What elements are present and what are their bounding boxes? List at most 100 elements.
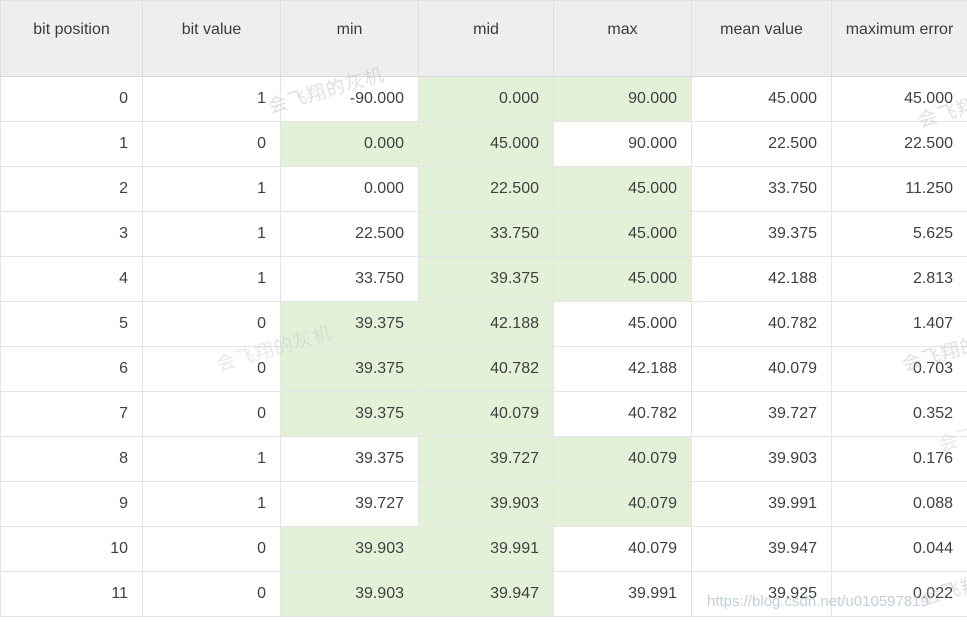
cell-mid: 39.903 (418, 481, 554, 527)
cell-maximum_error: 45.000 (831, 76, 967, 122)
cell-mean_value: 39.903 (691, 436, 832, 482)
table-row: 2 1 0.000 22.500 45.000 33.750 11.250 (0, 166, 967, 212)
cell-bit_value: 0 (142, 346, 281, 392)
cell-mid: 39.375 (418, 256, 554, 302)
cell-min: 33.750 (280, 256, 419, 302)
column-header-bit_value: bit value (142, 0, 281, 77)
cell-max: 90.000 (553, 76, 692, 122)
cell-bit_position: 11 (0, 571, 143, 617)
column-header-bit_position: bit position (0, 0, 143, 77)
cell-min: 39.727 (280, 481, 419, 527)
cell-maximum_error: 11.250 (831, 166, 967, 212)
cell-mean_value: 39.947 (691, 526, 832, 572)
cell-bit_value: 0 (142, 301, 281, 347)
cell-bit_position: 10 (0, 526, 143, 572)
cell-mid: 39.991 (418, 526, 554, 572)
cell-bit_value: 1 (142, 256, 281, 302)
cell-bit_position: 9 (0, 481, 143, 527)
cell-mid: 45.000 (418, 121, 554, 167)
table-row: 3 1 22.500 33.750 45.000 39.375 5.625 (0, 211, 967, 257)
cell-mean_value: 33.750 (691, 166, 832, 212)
cell-maximum_error: 1.407 (831, 301, 967, 347)
cell-max: 40.079 (553, 436, 692, 482)
cell-bit_position: 6 (0, 346, 143, 392)
cell-min: 39.903 (280, 526, 419, 572)
cell-bit_value: 1 (142, 211, 281, 257)
cell-min: 39.903 (280, 571, 419, 617)
table-header-row: bit position bit value min mid max mean value… (0, 0, 967, 77)
cell-max: 40.079 (553, 526, 692, 572)
table-header: bit position bit value min mid max mean value… (0, 0, 967, 77)
cell-max: 45.000 (553, 211, 692, 257)
column-header-maximum_error: maximum error (831, 0, 967, 77)
cell-bit_position: 3 (0, 211, 143, 257)
cell-maximum_error: 0.022 (831, 571, 967, 617)
cell-maximum_error: 22.500 (831, 121, 967, 167)
cell-mid: 22.500 (418, 166, 554, 212)
cell-mean_value: 39.727 (691, 391, 832, 437)
cell-bit_value: 0 (142, 526, 281, 572)
cell-max: 45.000 (553, 301, 692, 347)
cell-maximum_error: 0.088 (831, 481, 967, 527)
cell-max: 39.991 (553, 571, 692, 617)
cell-bit_value: 0 (142, 391, 281, 437)
cell-maximum_error: 0.703 (831, 346, 967, 392)
cell-maximum_error: 0.352 (831, 391, 967, 437)
table-row: 11 0 39.903 39.947 39.991 39.925 0.022 (0, 571, 967, 617)
cell-bit_value: 0 (142, 121, 281, 167)
cell-min: 0.000 (280, 121, 419, 167)
table-row: 7 0 39.375 40.079 40.782 39.727 0.352 (0, 391, 967, 437)
cell-mid: 39.727 (418, 436, 554, 482)
column-header-max: max (553, 0, 692, 77)
cell-min: 22.500 (280, 211, 419, 257)
cell-max: 45.000 (553, 166, 692, 212)
cell-max: 90.000 (553, 121, 692, 167)
cell-min: -90.000 (280, 76, 419, 122)
cell-bit_position: 4 (0, 256, 143, 302)
cell-mean_value: 22.500 (691, 121, 832, 167)
cell-max: 42.188 (553, 346, 692, 392)
cell-mean_value: 42.188 (691, 256, 832, 302)
cell-bit_position: 8 (0, 436, 143, 482)
table-row: 10 0 39.903 39.991 40.079 39.947 0.044 (0, 526, 967, 572)
table-row: 0 1 -90.000 0.000 90.000 45.000 45.000 (0, 76, 967, 122)
cell-bit_value: 0 (142, 571, 281, 617)
cell-mean_value: 39.991 (691, 481, 832, 527)
cell-mean_value: 39.375 (691, 211, 832, 257)
cell-bit_value: 1 (142, 166, 281, 212)
cell-max: 40.782 (553, 391, 692, 437)
cell-bit_value: 1 (142, 436, 281, 482)
cell-mean_value: 45.000 (691, 76, 832, 122)
cell-maximum_error: 0.176 (831, 436, 967, 482)
cell-min: 39.375 (280, 301, 419, 347)
cell-mean_value: 39.925 (691, 571, 832, 617)
table-row: 4 1 33.750 39.375 45.000 42.188 2.813 (0, 256, 967, 302)
cell-bit_position: 7 (0, 391, 143, 437)
cell-mid: 42.188 (418, 301, 554, 347)
table-row: 8 1 39.375 39.727 40.079 39.903 0.176 (0, 436, 967, 482)
column-header-mean_value: mean value (691, 0, 832, 77)
cell-mid: 40.079 (418, 391, 554, 437)
cell-min: 39.375 (280, 436, 419, 482)
cell-maximum_error: 0.044 (831, 526, 967, 572)
cell-max: 40.079 (553, 481, 692, 527)
cell-bit_position: 0 (0, 76, 143, 122)
cell-mid: 33.750 (418, 211, 554, 257)
cell-mean_value: 40.079 (691, 346, 832, 392)
table-row: 5 0 39.375 42.188 45.000 40.782 1.407 (0, 301, 967, 347)
cell-maximum_error: 5.625 (831, 211, 967, 257)
table-body: 0 1 -90.000 0.000 90.000 45.000 45.000 1 0 0.000 4… (0, 76, 967, 617)
table-row: 1 0 0.000 45.000 90.000 22.500 22.500 (0, 121, 967, 167)
cell-mean_value: 40.782 (691, 301, 832, 347)
cell-mid: 39.947 (418, 571, 554, 617)
cell-bit_value: 1 (142, 76, 281, 122)
cell-min: 39.375 (280, 391, 419, 437)
cell-bit_position: 5 (0, 301, 143, 347)
cell-mid: 0.000 (418, 76, 554, 122)
cell-maximum_error: 2.813 (831, 256, 967, 302)
cell-min: 0.000 (280, 166, 419, 212)
column-header-min: min (280, 0, 419, 77)
table-row: 9 1 39.727 39.903 40.079 39.991 0.088 (0, 481, 967, 527)
